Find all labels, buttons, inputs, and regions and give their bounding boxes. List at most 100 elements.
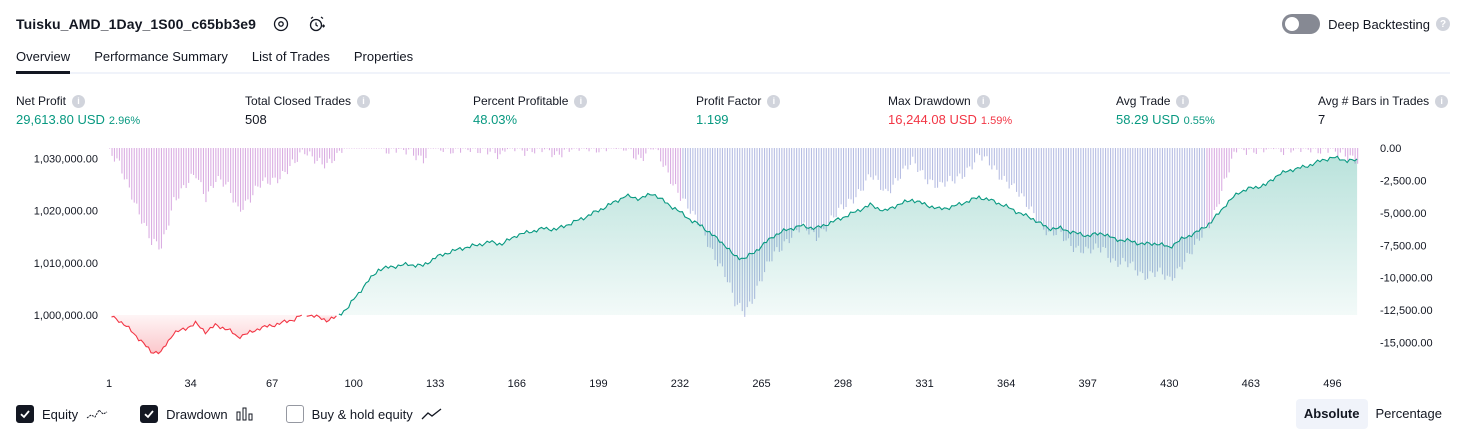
x-axis-tick-label: 166: [508, 378, 526, 390]
drawdown-bar: [358, 148, 360, 149]
drawdown-bar: [1045, 148, 1047, 236]
drawdown-bar: [403, 148, 405, 150]
drawdown-bar: [183, 148, 185, 186]
drawdown-bar: [1233, 148, 1235, 152]
info-icon[interactable]: i: [72, 94, 86, 108]
drawdown-bar: [1292, 148, 1294, 151]
drawdown-bar: [645, 148, 647, 154]
tab-bar: Overview Performance Summary List of Tra…: [16, 44, 1450, 74]
drawdown-bar: [1171, 148, 1173, 281]
strategy-title: Tuisku_AMD_1Day_1S00_c65bb3e9: [16, 16, 256, 32]
drawdown-bar: [1043, 148, 1045, 230]
drawdown-bar: [131, 148, 133, 200]
drawdown-bar: [736, 148, 738, 305]
drawdown-bar: [934, 148, 936, 188]
info-icon[interactable]: i: [976, 94, 990, 108]
drawdown-bar: [823, 148, 825, 230]
help-icon[interactable]: ?: [1436, 17, 1450, 31]
tab-overview[interactable]: Overview: [16, 44, 71, 74]
absolute-button[interactable]: Absolute: [1295, 399, 1368, 429]
buyhold-toggle[interactable]: Buy & hold equity: [285, 405, 443, 423]
drawdown-bar: [1270, 148, 1272, 149]
drawdown-bar: [1070, 148, 1072, 246]
drawdown-bar: [739, 148, 741, 303]
drawdown-bar: [499, 148, 501, 155]
equity-area-negative: [111, 315, 302, 354]
metric-label: Percent Profitable: [473, 94, 569, 108]
drawdown-bar: [818, 148, 820, 238]
info-icon[interactable]: i: [1435, 94, 1449, 108]
drawdown-bar: [1184, 148, 1186, 262]
drawdown-bar: [1132, 148, 1134, 262]
drawdown-checkbox[interactable]: [140, 405, 159, 423]
equity-toggle[interactable]: Equity: [16, 405, 108, 423]
drawdown-bar: [289, 148, 291, 166]
tab-properties[interactable]: Properties: [353, 49, 414, 64]
drawdown-bar: [793, 148, 795, 229]
info-icon[interactable]: i: [1176, 94, 1190, 108]
drawdown-bar: [924, 148, 926, 180]
drawdown-bar: [193, 148, 195, 175]
metric-percent-profitable: Percent Profitable i 48.03%: [473, 92, 588, 127]
drawdown-bar: [677, 148, 679, 193]
info-icon[interactable]: i: [357, 94, 371, 108]
drawdown-bar: [709, 148, 711, 248]
drawdown-bar: [1105, 148, 1107, 248]
drawdown-bar: [981, 148, 983, 161]
drawdown-bar: [798, 148, 800, 233]
tab-performance-summary[interactable]: Performance Summary: [94, 49, 228, 64]
equity-checkbox[interactable]: [16, 405, 34, 423]
drawdown-bar: [138, 148, 140, 215]
settings-icon[interactable]: [270, 13, 292, 35]
drawdown-bar: [188, 148, 190, 183]
left-axis: 1,030,000.00 1,020,000.00 1,010,000.00 1,00…: [34, 153, 98, 322]
drawdown-bar: [1216, 148, 1218, 207]
drawdown-bar: [1038, 148, 1040, 223]
drawdown-bar: [694, 148, 696, 215]
x-axis-tick-label: 100: [345, 378, 363, 390]
drawdown-toggle[interactable]: Drawdown: [140, 405, 253, 423]
info-icon[interactable]: i: [767, 94, 781, 108]
drawdown-bar: [630, 148, 632, 150]
drawdown-bar: [539, 148, 541, 149]
drawdown-bar: [173, 148, 175, 198]
info-icon[interactable]: i: [574, 94, 588, 108]
drawdown-bar: [993, 148, 995, 166]
x-axis-tick-label: 199: [589, 378, 607, 390]
drawdown-bar: [1058, 148, 1060, 229]
drawdown-bar: [845, 148, 847, 207]
metric-value: 16,244.08 USD: [888, 112, 977, 127]
drawdown-bar: [628, 148, 630, 149]
drawdown-bar: [875, 148, 877, 176]
drawdown-bar: [687, 148, 689, 209]
percentage-button[interactable]: Percentage: [1375, 406, 1443, 421]
drawdown-bar: [504, 148, 506, 152]
x-axis-tick-label: 430: [1160, 378, 1178, 390]
metric-net-profit: Net Profit i 29,613.80 USD 2.96%: [16, 92, 140, 127]
drawdown-bar: [133, 148, 135, 203]
drawdown-bar: [976, 148, 978, 154]
drawdown-bar: [605, 148, 607, 152]
deep-backtesting-toggle[interactable]: [1282, 14, 1321, 34]
drawdown-bar: [509, 148, 511, 149]
drawdown-bar: [1040, 148, 1042, 221]
drawdown-bar: [217, 148, 219, 176]
drawdown-bar: [333, 148, 335, 161]
drawdown-bar: [205, 148, 207, 203]
drawdown-bar: [366, 148, 368, 149]
drawdown-bar: [1065, 148, 1067, 241]
buyhold-checkbox[interactable]: [285, 405, 304, 423]
drawdown-bar: [511, 148, 513, 149]
equity-line-negative: [306, 314, 337, 323]
drawdown-bar: [435, 148, 437, 149]
drawdown-bar: [983, 148, 985, 157]
drawdown-bar: [126, 148, 128, 180]
left-axis-tick-label: 1,010,000.00: [34, 258, 98, 270]
drawdown-bar: [1268, 148, 1270, 149]
add-alert-icon[interactable]: [306, 13, 328, 35]
drawdown-bar: [225, 148, 227, 185]
metric-label: Avg Trade: [1116, 94, 1171, 108]
tab-list-of-trades[interactable]: List of Trades: [251, 49, 330, 64]
drawdown-bar: [343, 148, 345, 149]
drawdown-bar: [1352, 148, 1354, 156]
